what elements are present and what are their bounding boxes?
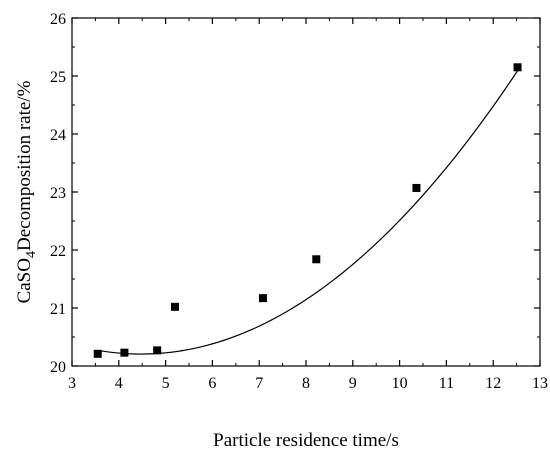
fit-curve-group (97, 70, 519, 355)
x-tick-label: 4 (115, 375, 123, 392)
y-axis-title-prefix: CaSO (14, 258, 35, 303)
data-point (93, 349, 102, 358)
plot-frame (71, 17, 541, 367)
y-tick-label: 25 (50, 69, 66, 86)
data-point (258, 294, 267, 303)
data-point (120, 348, 129, 357)
y-tick-label: 24 (50, 127, 66, 144)
x-tick-label: 9 (349, 375, 357, 392)
data-point (513, 63, 522, 72)
data-point (153, 346, 162, 355)
x-tick-label: 3 (68, 375, 76, 392)
data-point (412, 183, 421, 192)
x-tick-label: 7 (255, 375, 263, 392)
x-axis-title: Particle residence time/s (213, 430, 399, 451)
axes: 3 4 5 6 7 8 9 10 11 12 13 20 21 22 23 24 25 26 (50, 11, 548, 392)
x-tick-label: 6 (208, 375, 216, 392)
data-point (312, 255, 321, 264)
x-tick-label: 10 (392, 375, 408, 392)
x-tick-label: 8 (302, 375, 310, 392)
y-axis-title-subscript: 4 (24, 251, 39, 258)
y-tick-label: 22 (50, 243, 66, 260)
y-tick-label: 23 (50, 185, 66, 202)
x-tick-label: 5 (162, 375, 170, 392)
x-tick-label: 11 (439, 375, 454, 392)
y-tick-label: 21 (50, 301, 66, 318)
y-axis-title-text: CaSO4Decomposition rate/% (14, 80, 39, 303)
y-tick-label: 26 (50, 11, 66, 28)
fit-curve-line (97, 70, 519, 355)
y-tick-label: 20 (50, 359, 66, 376)
data-point (170, 302, 179, 311)
data-points-group (93, 63, 522, 358)
x-tick-label: 12 (485, 375, 501, 392)
x-tick-label: 13 (532, 375, 548, 392)
y-axis-title: CaSO4Decomposition rate/% (14, 80, 39, 303)
y-axis-title-suffix: Decomposition rate/% (14, 80, 35, 251)
